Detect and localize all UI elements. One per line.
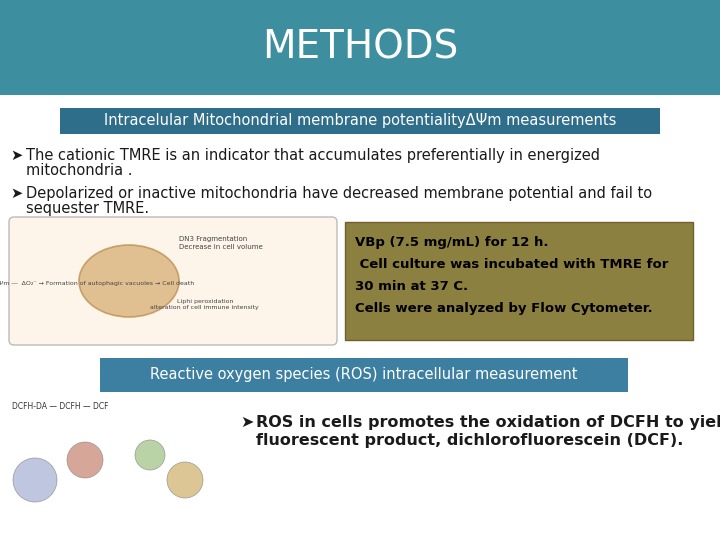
Text: METHODS: METHODS: [262, 29, 458, 66]
Text: fluorescent product, dichlorofluorescein (DCF).: fluorescent product, dichlorofluorescein…: [256, 433, 683, 448]
Ellipse shape: [79, 245, 179, 317]
Bar: [345, 222, 693, 340]
Text: ➤: ➤: [10, 186, 22, 201]
Circle shape: [167, 462, 203, 498]
Circle shape: [67, 442, 103, 478]
Text: DCFH-DA — DCFH — DCF: DCFH-DA — DCFH — DCF: [12, 402, 109, 411]
Text: ROS in cells promotes the oxidation of DCFH to yield the: ROS in cells promotes the oxidation of D…: [256, 415, 720, 430]
FancyBboxPatch shape: [9, 217, 337, 345]
Text: DN3 Fragmentation
Decrease in cell volume: DN3 Fragmentation Decrease in cell volum…: [179, 236, 263, 250]
Text: sequester TMRE.: sequester TMRE.: [26, 201, 149, 216]
Bar: [60, 108, 660, 134]
Text: ➤: ➤: [240, 415, 253, 430]
Text: Liphi peroxidation
alteration of cell immune intensity: Liphi peroxidation alteration of cell im…: [150, 299, 259, 310]
Bar: [0, 0, 720, 95]
Text: VBp (7.5 mg/mL) for 12 h.: VBp (7.5 mg/mL) for 12 h.: [355, 236, 549, 249]
Text: ➤: ➤: [10, 148, 22, 163]
Text: Cells were analyzed by Flow Cytometer.: Cells were analyzed by Flow Cytometer.: [355, 302, 652, 315]
Circle shape: [13, 458, 57, 502]
Text: 30 min at 37 C.: 30 min at 37 C.: [355, 280, 468, 293]
Bar: [100, 358, 628, 392]
Text: ―Ψm ―  ΔO₂⁻ → Formation of autophagic vacuoles → Cell death: ―Ψm ― ΔO₂⁻ → Formation of autophagic vac…: [0, 281, 194, 286]
Text: The cationic TMRE is an indicator that accumulates preferentially in energized: The cationic TMRE is an indicator that a…: [26, 148, 600, 163]
Text: Cell culture was incubated with TMRE for: Cell culture was incubated with TMRE for: [355, 258, 668, 271]
Text: mitochondria .: mitochondria .: [26, 163, 132, 178]
Text: Intracelular Mitochondrial membrane potentialityΔΨm measurements: Intracelular Mitochondrial membrane pote…: [104, 113, 616, 129]
Text: Depolarized or inactive mitochondria have decreased membrane potential and fail : Depolarized or inactive mitochondria hav…: [26, 186, 652, 201]
Text: Reactive oxygen species (ROS) intracellular measurement: Reactive oxygen species (ROS) intracellu…: [150, 368, 577, 382]
Circle shape: [135, 440, 165, 470]
